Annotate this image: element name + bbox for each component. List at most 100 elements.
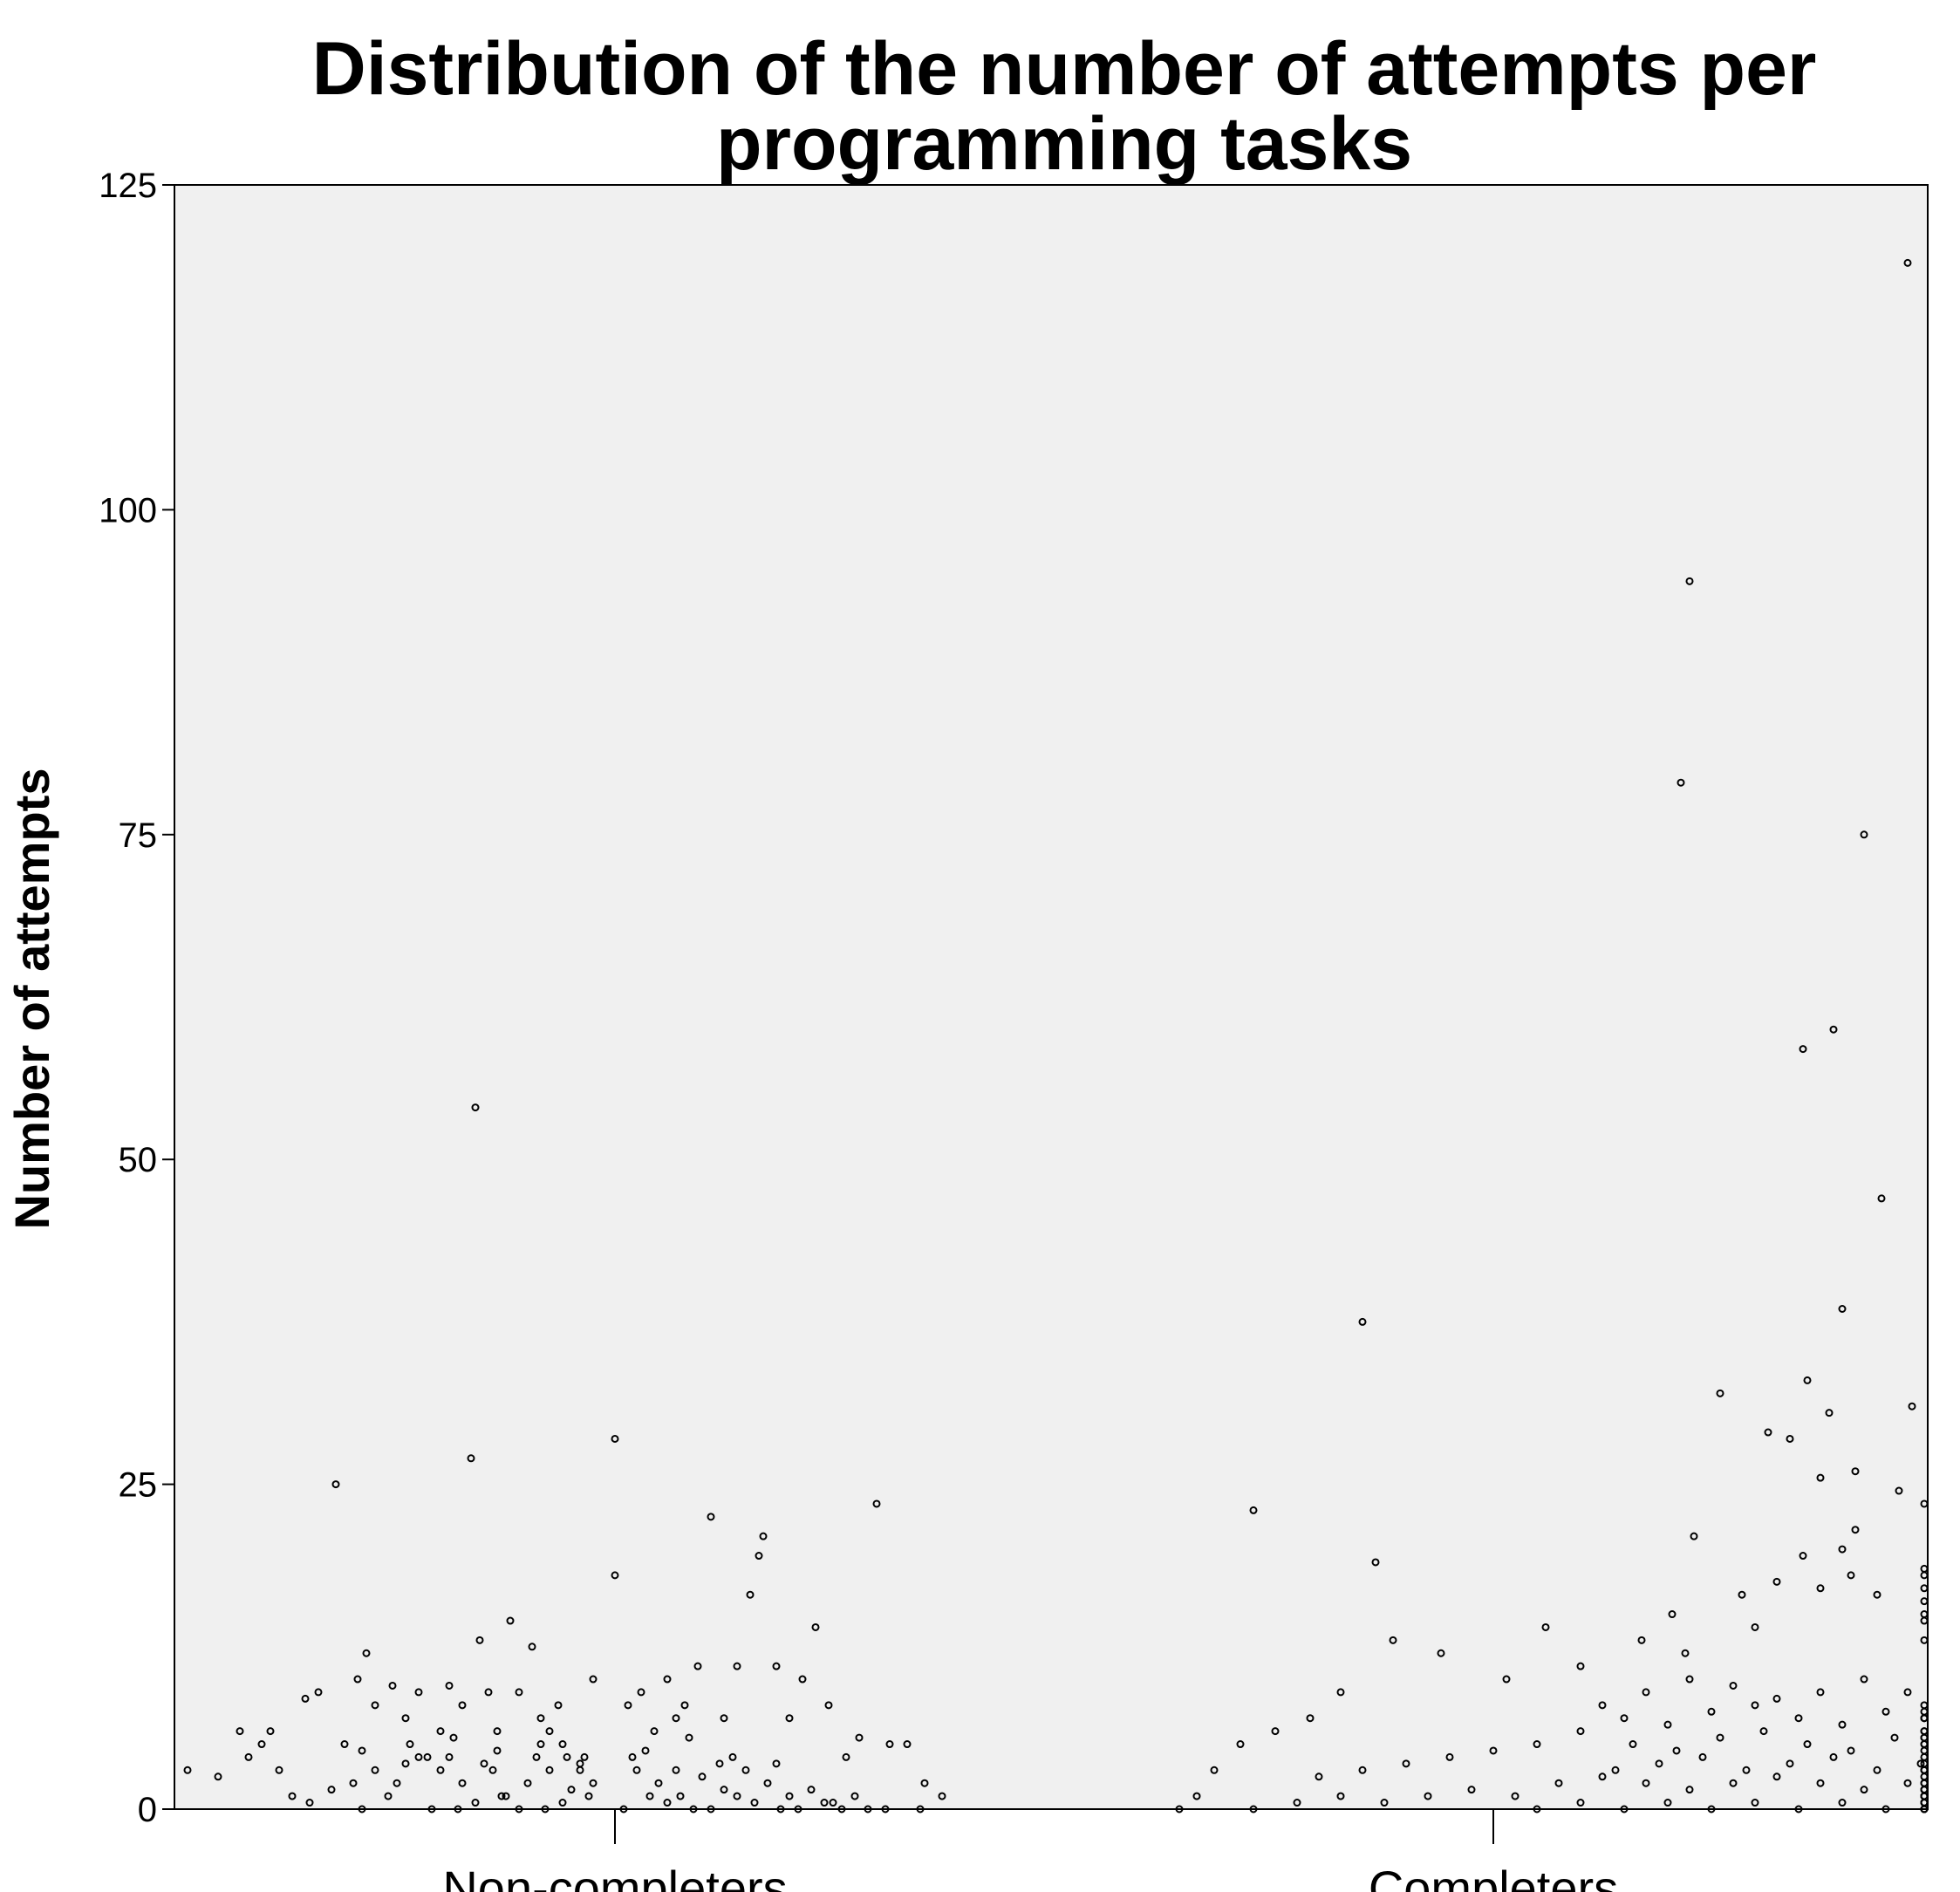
data-point xyxy=(837,1805,846,1813)
data-point xyxy=(458,1701,467,1710)
data-point xyxy=(536,1714,545,1723)
data-point xyxy=(650,1727,659,1736)
data-point xyxy=(916,1805,925,1813)
data-point xyxy=(589,1779,598,1787)
data-point xyxy=(1445,1752,1454,1761)
data-point xyxy=(632,1766,641,1774)
data-point xyxy=(1371,1558,1380,1567)
data-point xyxy=(794,1805,802,1813)
data-point xyxy=(401,1714,410,1723)
data-point xyxy=(475,1636,484,1644)
data-point xyxy=(1860,830,1868,839)
chart-title-line-1: Distribution of the number of attempts p… xyxy=(311,27,1817,111)
data-point xyxy=(1620,1714,1629,1723)
data-point xyxy=(528,1643,536,1651)
data-point xyxy=(331,1480,340,1489)
data-point xyxy=(1860,1675,1868,1684)
data-point xyxy=(1336,1792,1345,1800)
data-point xyxy=(755,1552,763,1561)
data-point xyxy=(1668,1610,1677,1619)
data-point xyxy=(1794,1714,1803,1723)
data-point xyxy=(1620,1805,1629,1813)
data-point xyxy=(733,1662,741,1670)
data-point xyxy=(1838,1545,1847,1554)
data-point xyxy=(693,1662,702,1670)
y-tick-label: 0 xyxy=(138,1791,157,1829)
data-point xyxy=(1681,1649,1690,1657)
data-point xyxy=(1249,1506,1258,1514)
data-point xyxy=(1249,1805,1258,1813)
data-point xyxy=(715,1759,724,1768)
data-point xyxy=(611,1571,619,1580)
data-point xyxy=(1707,1805,1716,1813)
data-point xyxy=(1847,1571,1855,1580)
data-point xyxy=(663,1675,672,1684)
data-point xyxy=(1336,1688,1345,1697)
data-point xyxy=(776,1805,785,1813)
data-point xyxy=(1729,1681,1738,1690)
data-point xyxy=(855,1733,864,1742)
data-point xyxy=(1838,1720,1847,1729)
data-point xyxy=(388,1681,397,1690)
data-point xyxy=(1742,1766,1751,1774)
data-point xyxy=(467,1454,475,1463)
data-point xyxy=(824,1701,833,1710)
data-point xyxy=(619,1805,628,1813)
data-point xyxy=(449,1733,458,1742)
data-point xyxy=(720,1714,728,1723)
data-point xyxy=(1655,1759,1663,1768)
data-point xyxy=(371,1701,379,1710)
data-point xyxy=(1315,1772,1323,1781)
data-point xyxy=(641,1746,650,1755)
data-point xyxy=(1851,1526,1860,1534)
data-point xyxy=(1920,1805,1929,1813)
data-point xyxy=(1751,1799,1759,1807)
data-point xyxy=(1489,1746,1498,1755)
data-point xyxy=(1920,1636,1929,1644)
data-point xyxy=(1502,1675,1511,1684)
data-point xyxy=(1847,1746,1855,1755)
data-point xyxy=(423,1752,432,1761)
data-point xyxy=(685,1733,693,1742)
data-point xyxy=(1881,1805,1890,1813)
data-point xyxy=(1920,1499,1929,1508)
data-point xyxy=(1772,1694,1781,1703)
data-point xyxy=(183,1766,192,1774)
data-point xyxy=(427,1805,436,1813)
data-point xyxy=(384,1792,393,1800)
data-point xyxy=(1698,1752,1707,1761)
data-point xyxy=(1685,1675,1694,1684)
data-point xyxy=(759,1532,768,1540)
data-point xyxy=(1511,1792,1520,1800)
data-point xyxy=(314,1688,323,1697)
data-point xyxy=(1838,1305,1847,1314)
data-point xyxy=(1685,1786,1694,1794)
data-point xyxy=(628,1752,637,1761)
data-point xyxy=(763,1779,772,1787)
data-point xyxy=(1772,1577,1781,1586)
data-point xyxy=(1236,1740,1245,1749)
data-point xyxy=(707,1805,715,1813)
x-axis: Non-completers Completers xyxy=(442,1809,1618,1892)
data-point xyxy=(689,1805,698,1813)
data-point xyxy=(1642,1779,1650,1787)
data-point xyxy=(1829,1025,1838,1034)
data-point xyxy=(545,1766,554,1774)
data-point xyxy=(1716,1733,1724,1742)
data-point xyxy=(611,1434,619,1443)
data-point xyxy=(1663,1799,1672,1807)
y-axis-title: Number of attempts xyxy=(4,768,59,1230)
data-point xyxy=(654,1779,663,1787)
data-point xyxy=(676,1792,685,1800)
data-point xyxy=(1860,1786,1868,1794)
x-category-label: Completers xyxy=(1369,1861,1618,1892)
data-point xyxy=(1293,1799,1301,1807)
data-point xyxy=(750,1799,759,1807)
data-point xyxy=(1533,1740,1541,1749)
data-point xyxy=(327,1786,336,1794)
data-point xyxy=(536,1740,545,1749)
data-point xyxy=(645,1792,654,1800)
data-point xyxy=(707,1513,715,1521)
data-point xyxy=(1402,1759,1410,1768)
data-point xyxy=(401,1759,410,1768)
